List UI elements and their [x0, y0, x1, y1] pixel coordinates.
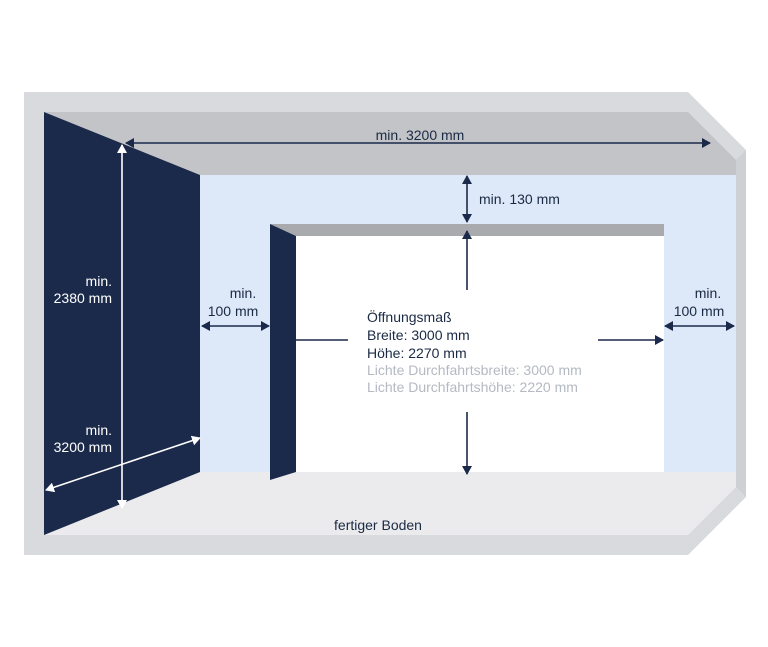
opening-width-label: Breite: 3000 mm: [367, 327, 470, 343]
door-opening: [296, 236, 664, 472]
lintel-height-label: min. 130 mm: [479, 191, 560, 207]
depth-arrow: [45, 435, 201, 493]
depth-label-line2: 3200 mm: [54, 439, 112, 455]
right-wall-edge: [736, 150, 746, 497]
right-side-label-line1: min.: [695, 285, 721, 301]
right-side-label-line2: 100 mm: [674, 303, 725, 319]
left-side-label-line2: 100 mm: [208, 303, 259, 319]
wall-height-label-line1: min.: [86, 273, 112, 289]
clear-width-label: Lichte Durchfahrtsbreite: 3000 mm: [367, 362, 582, 378]
opening-height-label: Höhe: 2270 mm: [367, 345, 467, 361]
door-jamb: [270, 224, 296, 480]
ceiling-width-label: min. 3200 mm: [376, 127, 465, 143]
floor: [44, 472, 736, 535]
depth-label-line1: min.: [86, 422, 112, 438]
clear-height-label: Lichte Durchfahrtshöhe: 2220 mm: [367, 379, 578, 395]
wall-height-label-line2: 2380 mm: [54, 290, 112, 306]
opening-title: Öffnungsmaß: [367, 308, 452, 325]
floor-label: fertiger Boden: [334, 517, 422, 533]
left-side-label-line1: min.: [230, 285, 256, 301]
